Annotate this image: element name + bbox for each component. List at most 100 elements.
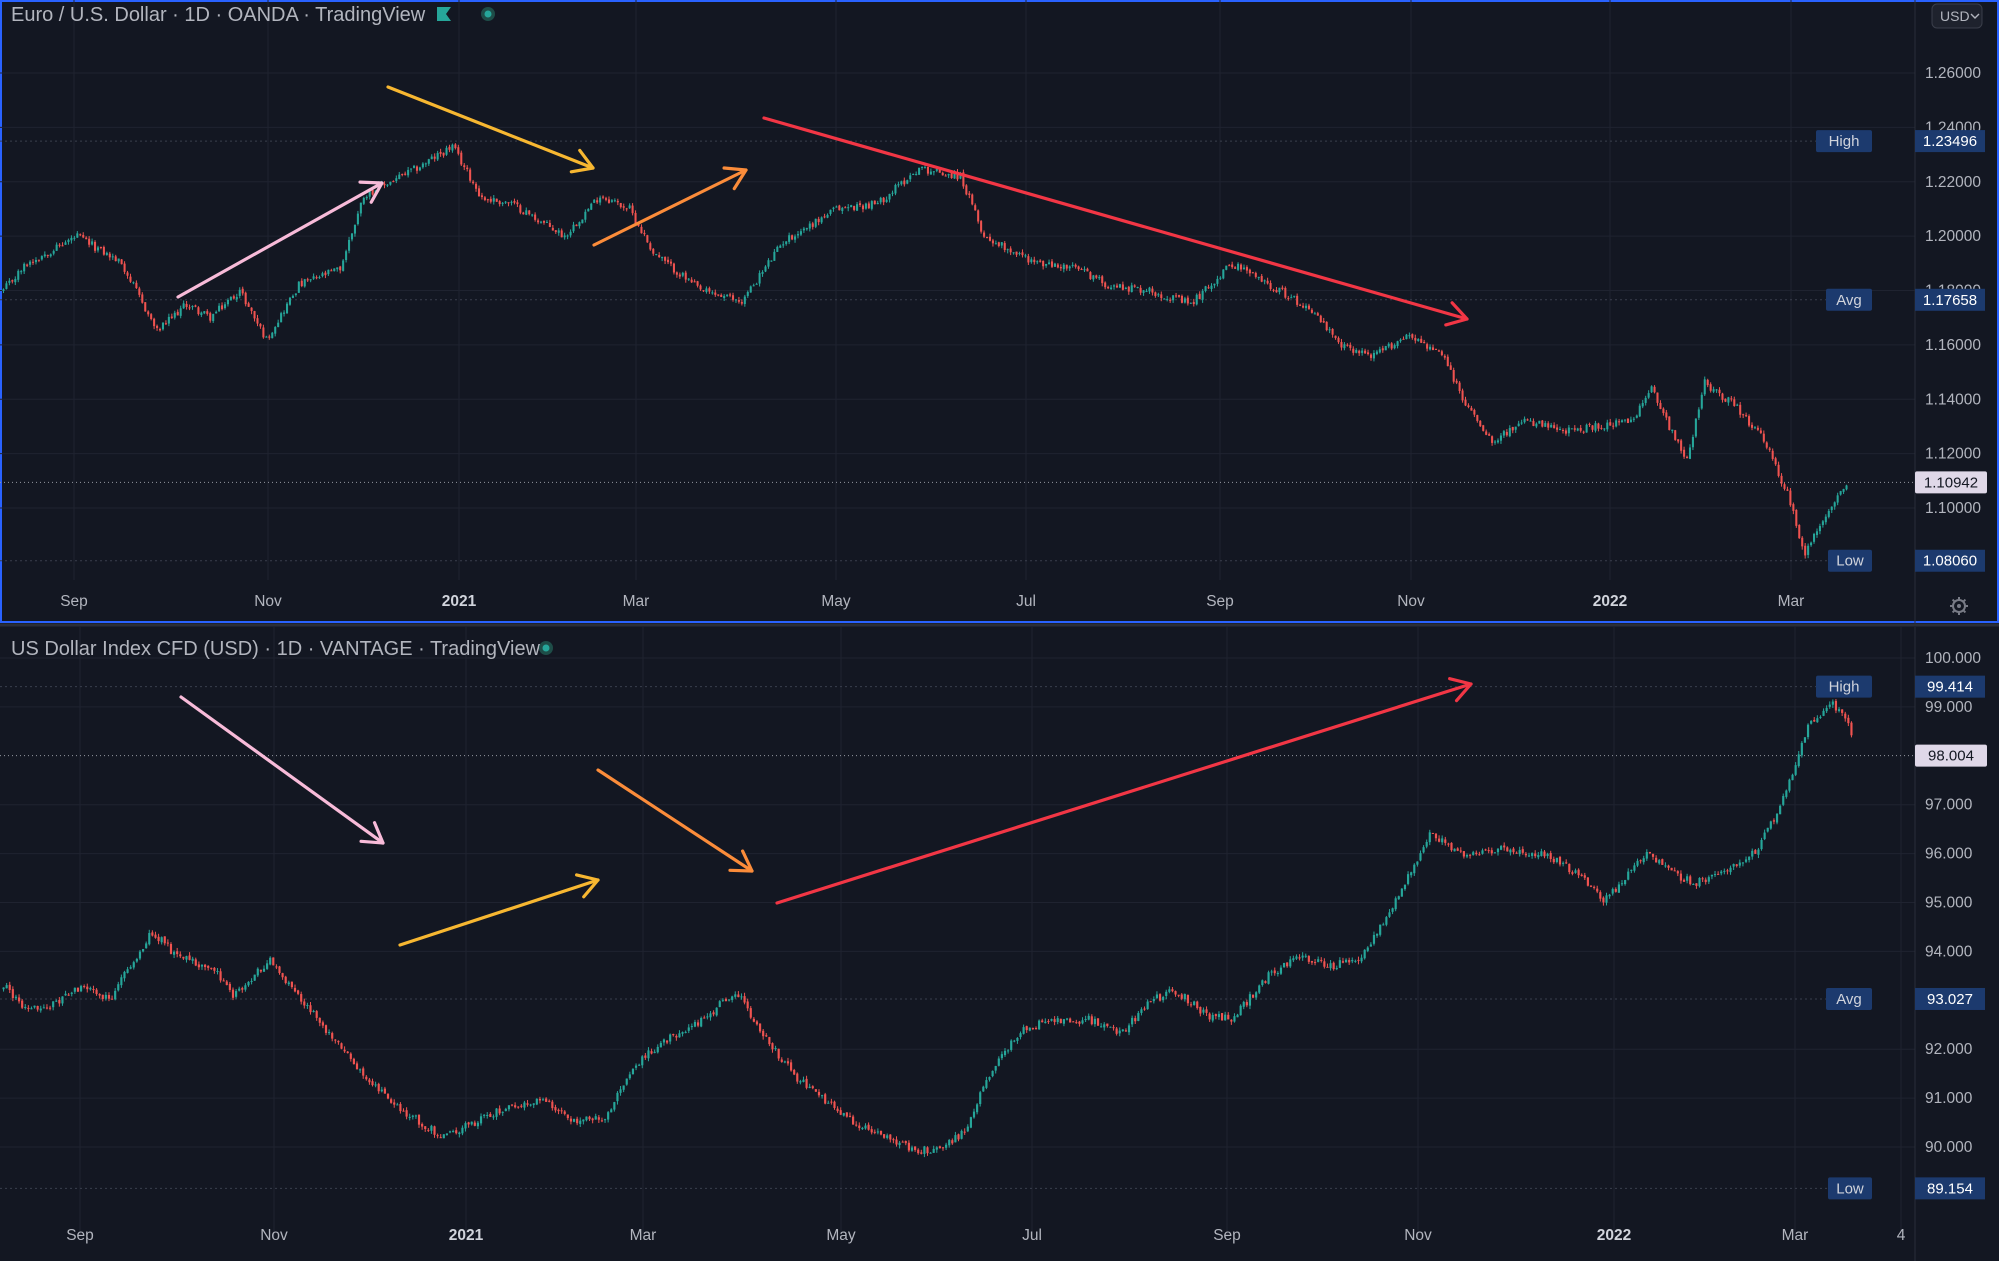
candle-body	[1738, 862, 1741, 866]
candle-body	[157, 936, 160, 942]
arrow-head-icon[interactable]	[359, 821, 385, 845]
candle-body	[789, 1062, 793, 1071]
arrow-head-icon[interactable]	[358, 180, 384, 204]
candle-body	[17, 997, 21, 1002]
gear-icon[interactable]	[1950, 597, 1968, 615]
candle-body	[1038, 1020, 1041, 1030]
candle-body	[983, 232, 986, 237]
candle-body	[988, 236, 992, 241]
candle-body	[576, 1118, 579, 1124]
currency-dropdown[interactable]: USD	[1931, 3, 1983, 29]
candle-body	[1286, 962, 1289, 967]
candle-body	[1650, 386, 1653, 393]
candle-body	[1050, 261, 1054, 267]
candle-body	[293, 987, 297, 992]
trend-arrow-line[interactable]	[398, 878, 600, 947]
trend-arrows[interactable]	[179, 677, 1473, 947]
candle-body	[796, 234, 800, 236]
stat-value: 89.154	[1927, 1180, 1973, 1197]
trend-arrow-line[interactable]	[762, 116, 1469, 321]
gear-icon[interactable]	[1957, 604, 1961, 608]
arrow-head-icon[interactable]	[574, 873, 600, 899]
arrow-head-icon[interactable]	[722, 166, 748, 191]
candle-body	[650, 1051, 653, 1054]
candle-body	[820, 217, 823, 223]
candle-body	[545, 221, 548, 223]
flag-icon[interactable]	[437, 7, 451, 21]
candle-body	[1627, 871, 1630, 880]
candle-body	[418, 167, 421, 171]
candle-body	[145, 943, 148, 949]
candle-body	[717, 294, 720, 296]
eurusd-pane[interactable]: 1.260001.240001.220001.200001.180001.160…	[0, 0, 1999, 624]
candle-body	[1405, 334, 1408, 340]
candle-body	[1172, 295, 1175, 301]
candle-body	[1766, 827, 1769, 832]
gear-icon[interactable]	[1950, 597, 1968, 615]
time-scale[interactable]: Sep Nov 2021 Mar May Jul Sep Nov 2022 Mar	[60, 593, 1804, 610]
candle-body	[1381, 348, 1384, 351]
candle-body	[850, 205, 853, 208]
time-scale[interactable]: Sep Nov 2021 Mar May Jul Sep Nov 2022 Mar 4	[66, 1227, 1905, 1244]
candle-body	[799, 231, 802, 235]
candle-body	[83, 986, 86, 988]
candle-body	[1220, 1013, 1224, 1021]
candle-body	[110, 998, 114, 1000]
trend-arrow-line[interactable]	[596, 768, 754, 873]
candle-body	[1065, 1018, 1069, 1020]
candle-body	[971, 194, 974, 205]
price-scale[interactable]: 100.000 99.000 97.000 96.000 95.000 94.000 92.…	[1925, 650, 1981, 1156]
trend-arrow-line[interactable]	[176, 181, 384, 299]
candle-body	[1375, 351, 1378, 355]
candle-body	[107, 994, 111, 999]
dxy-pane[interactable]: 100.000 99.000 97.000 96.000 95.000 94.000 92.…	[0, 627, 1999, 1261]
trend-arrow-line[interactable]	[179, 695, 385, 845]
candle-body	[1585, 424, 1588, 433]
candle-body	[412, 165, 416, 168]
candle-body	[1375, 933, 1379, 936]
candle-body	[994, 243, 997, 245]
arrow-head-icon[interactable]	[1448, 677, 1473, 703]
candle-body	[569, 231, 572, 236]
candle-body	[1511, 427, 1514, 431]
candle-body	[1797, 754, 1800, 767]
candle-body	[972, 1111, 976, 1118]
trend-arrow-line[interactable]	[775, 682, 1473, 905]
candle-body	[1039, 260, 1042, 262]
candle-body	[1547, 423, 1550, 428]
candle-body	[1505, 431, 1508, 436]
candle-body	[1760, 839, 1763, 850]
candle-body	[489, 198, 492, 202]
trend-arrow-line[interactable]	[592, 168, 748, 247]
candle-body	[853, 206, 856, 210]
candle-body	[197, 964, 200, 968]
candle-body	[88, 238, 91, 245]
candle-body	[1352, 348, 1355, 353]
candle-body	[820, 1095, 824, 1097]
candle-body	[92, 989, 95, 991]
currency-button[interactable]	[1931, 3, 1983, 29]
arrow-head-icon[interactable]	[1444, 301, 1469, 327]
candle-body	[699, 285, 702, 290]
candle-body	[672, 263, 675, 273]
candle-body	[1664, 865, 1667, 867]
candle-body	[1795, 509, 1798, 526]
candle-body	[20, 271, 23, 273]
flag-icon[interactable]	[437, 7, 451, 21]
candle-body	[755, 1021, 759, 1025]
trend-arrow-line[interactable]	[386, 85, 595, 170]
arrow-head-icon[interactable]	[728, 849, 754, 873]
trend-arrows[interactable]	[176, 85, 1469, 327]
candle-body	[1674, 430, 1677, 440]
arrow-head-icon[interactable]	[569, 148, 595, 174]
candle-body	[359, 202, 362, 214]
candle-body	[1709, 384, 1712, 391]
candle-body	[108, 253, 111, 258]
stat-label: Avg	[1836, 292, 1862, 309]
candle-body	[557, 230, 560, 233]
candle-body	[1080, 269, 1083, 271]
candle-body	[771, 1043, 774, 1050]
candle-body	[749, 1008, 752, 1018]
candle-body	[161, 322, 165, 330]
candle-body	[1426, 344, 1429, 349]
